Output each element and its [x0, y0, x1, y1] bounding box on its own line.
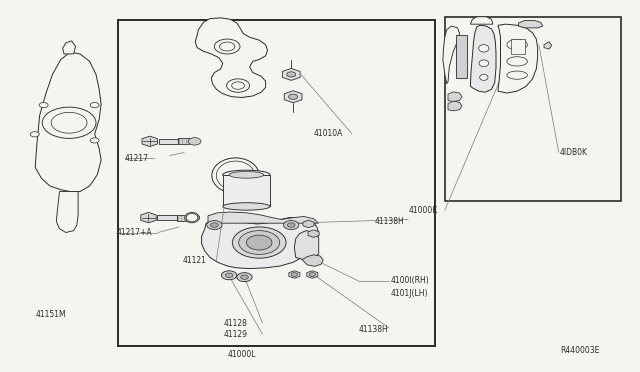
- Ellipse shape: [186, 214, 198, 222]
- Text: 41217+A: 41217+A: [116, 228, 152, 237]
- Circle shape: [246, 235, 272, 250]
- Circle shape: [287, 72, 296, 77]
- Circle shape: [207, 221, 222, 230]
- Polygon shape: [195, 18, 268, 97]
- Circle shape: [211, 223, 218, 227]
- Bar: [178, 138, 189, 144]
- Polygon shape: [202, 218, 319, 269]
- Circle shape: [232, 227, 286, 258]
- Circle shape: [309, 273, 316, 276]
- Polygon shape: [518, 20, 543, 28]
- Bar: [456, 35, 467, 78]
- Circle shape: [237, 273, 252, 282]
- Circle shape: [51, 112, 87, 133]
- Bar: [157, 215, 177, 220]
- Text: 41000L: 41000L: [227, 350, 256, 359]
- Ellipse shape: [480, 74, 488, 80]
- Bar: [118, 20, 435, 346]
- Bar: [445, 17, 621, 201]
- Circle shape: [284, 221, 299, 230]
- Bar: [159, 139, 178, 144]
- Ellipse shape: [185, 212, 199, 223]
- Polygon shape: [284, 91, 302, 103]
- Polygon shape: [448, 92, 462, 102]
- Polygon shape: [498, 24, 538, 93]
- Circle shape: [239, 231, 280, 254]
- Circle shape: [232, 82, 244, 89]
- Circle shape: [221, 271, 237, 280]
- Circle shape: [225, 273, 233, 278]
- Ellipse shape: [229, 171, 264, 178]
- Circle shape: [289, 94, 298, 99]
- Text: 41138H: 41138H: [374, 217, 404, 226]
- Circle shape: [42, 107, 96, 138]
- Polygon shape: [470, 25, 496, 92]
- Polygon shape: [208, 212, 319, 223]
- Polygon shape: [56, 192, 78, 232]
- Ellipse shape: [223, 203, 270, 210]
- Text: 41217: 41217: [125, 154, 149, 163]
- Ellipse shape: [479, 45, 489, 52]
- Bar: [177, 215, 188, 221]
- Circle shape: [30, 132, 39, 137]
- Ellipse shape: [507, 39, 527, 50]
- Ellipse shape: [216, 161, 255, 190]
- Circle shape: [187, 214, 200, 221]
- Polygon shape: [289, 271, 300, 278]
- Circle shape: [39, 103, 48, 108]
- Text: 41128: 41128: [224, 319, 248, 328]
- Circle shape: [188, 138, 201, 145]
- Polygon shape: [294, 231, 319, 260]
- Text: 4101J(LH): 4101J(LH): [390, 289, 428, 298]
- Polygon shape: [544, 42, 552, 49]
- Circle shape: [90, 103, 99, 108]
- Circle shape: [287, 223, 295, 227]
- Bar: [223, 175, 270, 206]
- Ellipse shape: [212, 158, 259, 193]
- Text: 41000K: 41000K: [408, 206, 438, 215]
- Bar: [511, 39, 525, 54]
- Circle shape: [90, 138, 99, 143]
- Ellipse shape: [507, 57, 527, 66]
- Polygon shape: [35, 52, 101, 192]
- Polygon shape: [141, 212, 156, 223]
- Circle shape: [214, 39, 240, 54]
- Ellipse shape: [507, 71, 527, 79]
- Polygon shape: [303, 220, 314, 228]
- Polygon shape: [307, 271, 318, 278]
- Polygon shape: [282, 68, 300, 80]
- Polygon shape: [470, 17, 493, 24]
- Polygon shape: [308, 230, 319, 237]
- Text: R440003E: R440003E: [560, 346, 600, 355]
- Ellipse shape: [479, 60, 489, 67]
- Text: 41151M: 41151M: [35, 310, 66, 319]
- Polygon shape: [448, 101, 462, 111]
- Circle shape: [227, 79, 250, 92]
- Text: 4lDB0K: 4lDB0K: [560, 148, 588, 157]
- Text: 41129: 41129: [224, 330, 248, 339]
- Ellipse shape: [223, 170, 270, 179]
- Polygon shape: [142, 136, 157, 147]
- Polygon shape: [302, 255, 323, 266]
- Text: 41010A: 41010A: [314, 129, 343, 138]
- Text: 4100l(RH): 4100l(RH): [390, 276, 429, 285]
- Circle shape: [241, 275, 248, 279]
- Polygon shape: [443, 26, 460, 84]
- Text: 41138H: 41138H: [358, 325, 388, 334]
- Polygon shape: [63, 41, 76, 54]
- Circle shape: [291, 273, 298, 276]
- Circle shape: [220, 42, 235, 51]
- Text: 41121: 41121: [182, 256, 206, 265]
